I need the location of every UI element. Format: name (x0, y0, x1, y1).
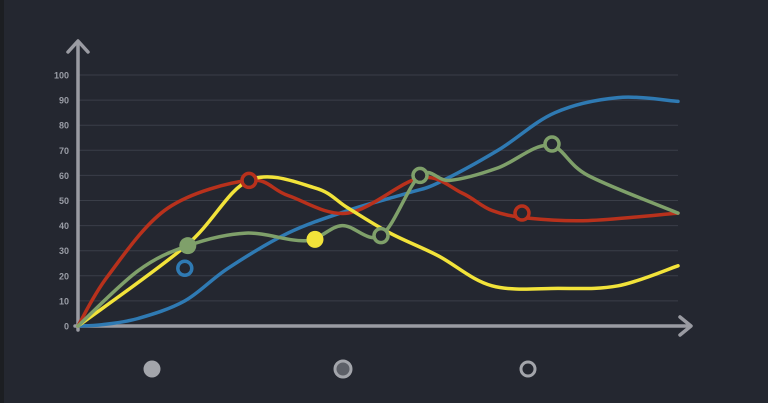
data-point-blue-0 (176, 259, 194, 278)
y-tick-label-20: 20 (59, 271, 69, 281)
data-point-red-0 (240, 171, 258, 190)
data-point-green-1 (372, 226, 390, 245)
data-point-red-1 (513, 204, 531, 222)
y-tick-label-80: 80 (59, 121, 69, 131)
y-tick-label-50: 50 (59, 196, 69, 206)
y-tick-label-40: 40 (59, 221, 69, 231)
series-line-yellow (76, 175, 680, 328)
y-tick-label-0: 0 (64, 322, 69, 332)
y-tick-label-100: 100 (54, 71, 69, 81)
data-point-green-3 (543, 135, 561, 153)
data-point-green-0 (179, 237, 197, 255)
series-line-red (76, 175, 680, 328)
y-tick-label-90: 90 (59, 96, 69, 106)
legend-marker-1 (143, 360, 161, 378)
y-tick-label-70: 70 (59, 146, 69, 156)
x-axis-arrow (678, 315, 693, 337)
y-tick-label-60: 60 (59, 171, 69, 181)
legend-marker-3 (519, 360, 537, 378)
data-point-green-2 (411, 166, 429, 185)
legend-marker-2 (333, 359, 353, 379)
series-line-blue (76, 95, 680, 328)
left-edge-strip (0, 0, 4, 403)
y-axis-arrow (66, 39, 90, 54)
data-point-yellow-0 (306, 230, 324, 248)
y-tick-label-10: 10 (59, 296, 69, 306)
y-tick-label-30: 30 (59, 246, 69, 256)
